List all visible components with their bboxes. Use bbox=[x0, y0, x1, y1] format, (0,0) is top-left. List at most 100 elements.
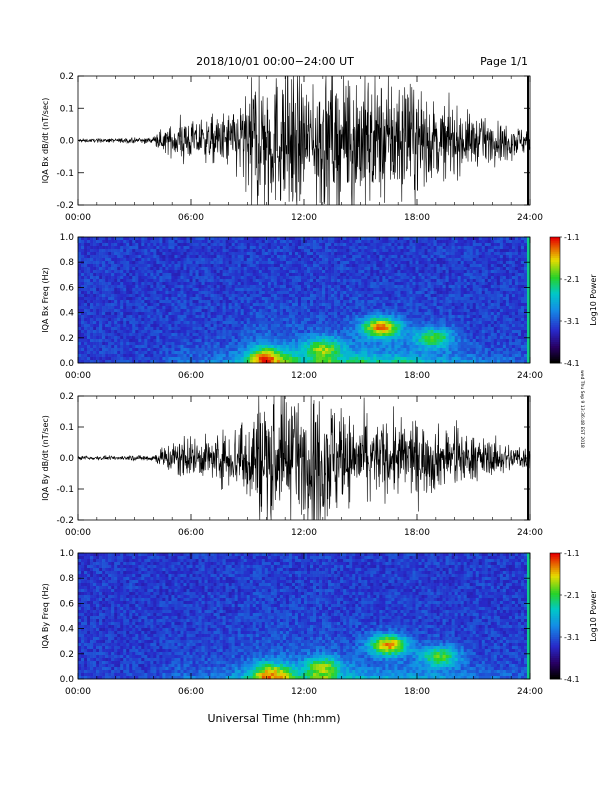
spectrogram-cell bbox=[273, 288, 278, 292]
spectrogram-cell bbox=[111, 285, 115, 289]
spectrogram-cell bbox=[183, 294, 187, 298]
spectrogram-cell bbox=[180, 306, 184, 310]
spectrogram-cell bbox=[81, 276, 85, 280]
spectrogram-cell bbox=[171, 261, 175, 265]
spectrogram-cell bbox=[424, 354, 428, 358]
spectrogram-cell bbox=[246, 246, 251, 250]
spectrogram-cell bbox=[364, 300, 368, 304]
spectrogram-cell bbox=[114, 243, 118, 247]
spectrogram-cell bbox=[249, 297, 254, 301]
spectrogram-cell bbox=[400, 270, 404, 274]
spectrogram-cell bbox=[216, 255, 220, 259]
spectrogram-cell bbox=[400, 348, 404, 352]
spectrogram-cell bbox=[165, 297, 169, 301]
spectrogram-cell bbox=[313, 258, 317, 262]
spectrogram-cell bbox=[99, 315, 103, 319]
spectrogram-cell bbox=[204, 312, 208, 316]
spectrogram-cell bbox=[352, 351, 356, 355]
spectrogram-cell bbox=[367, 309, 371, 313]
spectrogram-cell bbox=[102, 303, 106, 307]
spectrogram-cell bbox=[358, 237, 362, 241]
spectrogram-cell bbox=[310, 312, 314, 316]
spectrogram-cell bbox=[210, 246, 214, 250]
spectrogram-cell bbox=[391, 273, 395, 277]
spectrogram-cell bbox=[276, 351, 281, 355]
spectrogram-cell bbox=[355, 270, 359, 274]
spectrogram-cell bbox=[319, 285, 323, 289]
spectrogram-cell bbox=[400, 315, 404, 319]
spectrogram-cell bbox=[78, 240, 82, 244]
spectrogram-cell bbox=[126, 315, 130, 319]
spectrogram-cell bbox=[352, 360, 356, 364]
spectrogram-cell bbox=[294, 315, 299, 319]
spectrogram-cell bbox=[337, 309, 341, 313]
spectrogram-cell bbox=[156, 303, 160, 307]
spectrogram-cell bbox=[424, 324, 428, 328]
spectrogram-cell bbox=[219, 333, 223, 337]
spectrogram-cell bbox=[270, 324, 275, 328]
spectrogram-cell bbox=[397, 261, 401, 265]
spectrogram-cell bbox=[361, 273, 365, 277]
spectrogram-cell bbox=[285, 240, 290, 244]
spectrogram-cell bbox=[340, 309, 344, 313]
spectrogram-cell bbox=[192, 327, 196, 331]
spectrogram-cell bbox=[421, 297, 425, 301]
spectrogram-cell bbox=[391, 279, 395, 283]
spectrogram-cell bbox=[93, 330, 97, 334]
spectrogram-cell bbox=[385, 291, 389, 295]
spectrogram-cell bbox=[421, 270, 425, 274]
spectrogram-cell bbox=[243, 318, 248, 322]
spectrogram-cell bbox=[424, 339, 428, 343]
spectrogram-cell bbox=[135, 267, 139, 271]
spectrogram-cell bbox=[304, 303, 308, 307]
spectrogram-cell bbox=[84, 240, 88, 244]
spectrogram-cell bbox=[177, 330, 181, 334]
spectrogram-cell bbox=[198, 285, 202, 289]
spectrogram-cell bbox=[394, 336, 398, 340]
spectrogram-cell bbox=[264, 279, 269, 283]
spectrogram-cell bbox=[397, 327, 401, 331]
spectrogram-cell bbox=[385, 321, 389, 325]
spectrogram-cell bbox=[373, 249, 377, 253]
spectrogram-cell bbox=[126, 336, 130, 340]
spectrogram-cell bbox=[376, 303, 380, 307]
spectrogram-cell bbox=[216, 279, 220, 283]
spectrogram-cell bbox=[313, 267, 317, 271]
spectrogram-cell bbox=[370, 357, 374, 361]
spectrogram-cell bbox=[385, 282, 389, 286]
spectrogram-cell bbox=[316, 258, 320, 262]
spectrogram-cell bbox=[102, 360, 106, 364]
spectrogram-cell bbox=[87, 318, 91, 322]
spectrogram-cell bbox=[385, 318, 389, 322]
spectrogram-cell bbox=[138, 297, 142, 301]
spectrogram-cell bbox=[403, 291, 407, 295]
spectrogram-cell bbox=[352, 291, 356, 295]
spectrogram-cell bbox=[385, 339, 389, 343]
spectrogram-cell bbox=[370, 330, 374, 334]
spectrogram-cell bbox=[316, 342, 320, 346]
spectrogram-cell bbox=[78, 360, 82, 364]
spectrogram-cell bbox=[228, 246, 232, 250]
spectrogram-cell bbox=[355, 360, 359, 364]
spectrogram-cell bbox=[400, 336, 404, 340]
spectrogram-cell bbox=[156, 279, 160, 283]
spectrogram-cell bbox=[171, 300, 175, 304]
spectrogram-cell bbox=[376, 342, 380, 346]
spectrogram-cell bbox=[406, 333, 410, 337]
spectrogram-cell bbox=[117, 291, 121, 295]
spectrogram-cell bbox=[304, 264, 308, 268]
spectrogram-cell bbox=[222, 270, 226, 274]
spectrogram-cell bbox=[300, 354, 305, 358]
spectrogram-cell bbox=[156, 237, 160, 241]
spectrogram-cell bbox=[165, 246, 169, 250]
spectrogram-cell bbox=[394, 324, 398, 328]
spectrogram-cell bbox=[117, 246, 121, 250]
spectrogram-cell bbox=[129, 240, 133, 244]
spectrogram-cell bbox=[255, 240, 260, 244]
spectrogram-cell bbox=[108, 255, 112, 259]
spectrogram-cell bbox=[261, 351, 266, 355]
spectrogram-cell bbox=[183, 273, 187, 277]
spectrogram-cell bbox=[358, 327, 362, 331]
spectrogram-cell bbox=[159, 270, 163, 274]
spectrogram-cell bbox=[358, 300, 362, 304]
